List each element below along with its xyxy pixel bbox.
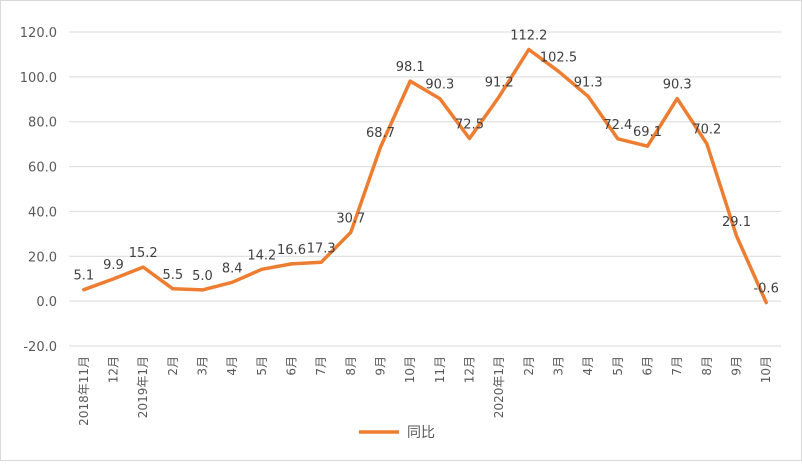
x-tick-label: 2月 bbox=[522, 356, 536, 376]
data-label: 16.6 bbox=[277, 243, 306, 258]
series-layer bbox=[82, 47, 768, 305]
data-point bbox=[764, 300, 768, 304]
x-tick-label: 10月 bbox=[403, 356, 417, 383]
data-point bbox=[438, 97, 442, 101]
data-label: 91.2 bbox=[485, 76, 514, 91]
data-point bbox=[141, 265, 145, 269]
data-label: 9.9 bbox=[103, 258, 124, 273]
x-tick-label: 2020年1月 bbox=[492, 356, 506, 418]
x-tick-label: 5月 bbox=[611, 356, 625, 376]
data-label: 68.7 bbox=[366, 126, 395, 141]
x-tick-label: 8月 bbox=[344, 356, 358, 376]
data-label: 70.2 bbox=[692, 123, 721, 138]
data-label: 5.0 bbox=[192, 269, 213, 284]
y-tick-label: 40.0 bbox=[28, 205, 57, 220]
data-point bbox=[201, 288, 204, 292]
y-axis: -20.0 0.0 20.0 40.0 60.0 80.0 100.0 120.0 bbox=[20, 26, 57, 355]
y-tick-label: 0.0 bbox=[36, 295, 57, 310]
x-tick-label: 6月 bbox=[641, 356, 655, 376]
data-point bbox=[586, 94, 590, 98]
y-tick-label: 120.0 bbox=[20, 26, 57, 41]
x-tick-label: 9月 bbox=[730, 356, 744, 376]
data-point bbox=[349, 230, 353, 234]
data-point bbox=[82, 288, 86, 292]
data-label: 5.1 bbox=[73, 269, 94, 284]
y-tick-label: 80.0 bbox=[28, 116, 57, 131]
data-point bbox=[616, 137, 620, 141]
data-point bbox=[379, 145, 382, 149]
data-labels: 5.1 9.9 15.2 5.5 5.0 8.4 14.2 16.6 17.330.7 68.7 9… bbox=[73, 28, 778, 296]
x-axis: 2018年11月 12月 2019年1月 2月 3月 4月 5月 6月 7月 8月 9月 10月 11月… bbox=[77, 356, 773, 426]
x-tick-label: 2018年11月 bbox=[77, 356, 91, 426]
x-tick-label: 11月 bbox=[433, 356, 447, 383]
data-label: 69.1 bbox=[633, 125, 662, 140]
data-label: 90.3 bbox=[425, 78, 454, 93]
data-label: -0.6 bbox=[753, 281, 778, 296]
data-point bbox=[675, 97, 679, 101]
x-tick-label: 2019年1月 bbox=[136, 356, 150, 418]
x-tick-label: 3月 bbox=[196, 356, 210, 376]
y-tick-label: 100.0 bbox=[20, 71, 57, 86]
data-label: 8.4 bbox=[222, 261, 243, 276]
data-label: 5.5 bbox=[162, 268, 183, 283]
data-label: 30.7 bbox=[336, 211, 365, 226]
x-tick-label: 10月 bbox=[759, 356, 773, 383]
data-label: 14.2 bbox=[247, 248, 276, 263]
series-line-同比 bbox=[82, 47, 768, 305]
data-point bbox=[705, 142, 709, 146]
x-tick-label: 6月 bbox=[285, 356, 299, 376]
data-label: 29.1 bbox=[722, 215, 751, 230]
y-tick-label: -20.0 bbox=[23, 340, 57, 355]
gridlines bbox=[69, 31, 781, 347]
data-point bbox=[112, 277, 115, 281]
data-label: 91.3 bbox=[574, 75, 603, 90]
y-tick-label: 20.0 bbox=[28, 250, 57, 265]
data-label: 17.3 bbox=[307, 241, 336, 256]
data-label: 72.5 bbox=[455, 118, 484, 133]
x-tick-label: 2月 bbox=[166, 356, 180, 376]
data-label: 102.5 bbox=[540, 50, 577, 65]
x-tick-label: 7月 bbox=[670, 356, 684, 376]
data-point bbox=[230, 280, 234, 284]
data-point bbox=[646, 144, 649, 148]
x-tick-label: 9月 bbox=[374, 356, 388, 376]
data-point bbox=[171, 287, 175, 291]
x-tick-label: 4月 bbox=[225, 356, 239, 376]
data-point bbox=[260, 267, 264, 271]
data-point bbox=[497, 95, 501, 99]
legend: 同比 bbox=[359, 425, 435, 441]
legend-label: 同比 bbox=[407, 425, 435, 441]
y-tick-label: 60.0 bbox=[28, 161, 57, 176]
x-tick-label: 5月 bbox=[255, 356, 269, 376]
x-tick-label: 12月 bbox=[463, 356, 477, 383]
x-tick-label: 7月 bbox=[314, 356, 328, 376]
x-tick-label: 4月 bbox=[581, 356, 595, 376]
data-label: 98.1 bbox=[396, 60, 425, 75]
data-point bbox=[408, 79, 412, 83]
data-point bbox=[527, 47, 531, 51]
data-point bbox=[319, 260, 323, 264]
x-tick-label: 12月 bbox=[107, 356, 121, 383]
x-tick-label: 3月 bbox=[552, 356, 566, 376]
data-point bbox=[290, 262, 293, 266]
data-label: 90.3 bbox=[663, 78, 692, 93]
data-point bbox=[557, 69, 560, 73]
data-label: 72.4 bbox=[603, 118, 632, 133]
data-label: 112.2 bbox=[510, 28, 547, 43]
data-label: 15.2 bbox=[129, 246, 158, 261]
data-point bbox=[468, 137, 471, 141]
data-point bbox=[735, 234, 738, 238]
x-tick-label: 8月 bbox=[700, 356, 714, 376]
